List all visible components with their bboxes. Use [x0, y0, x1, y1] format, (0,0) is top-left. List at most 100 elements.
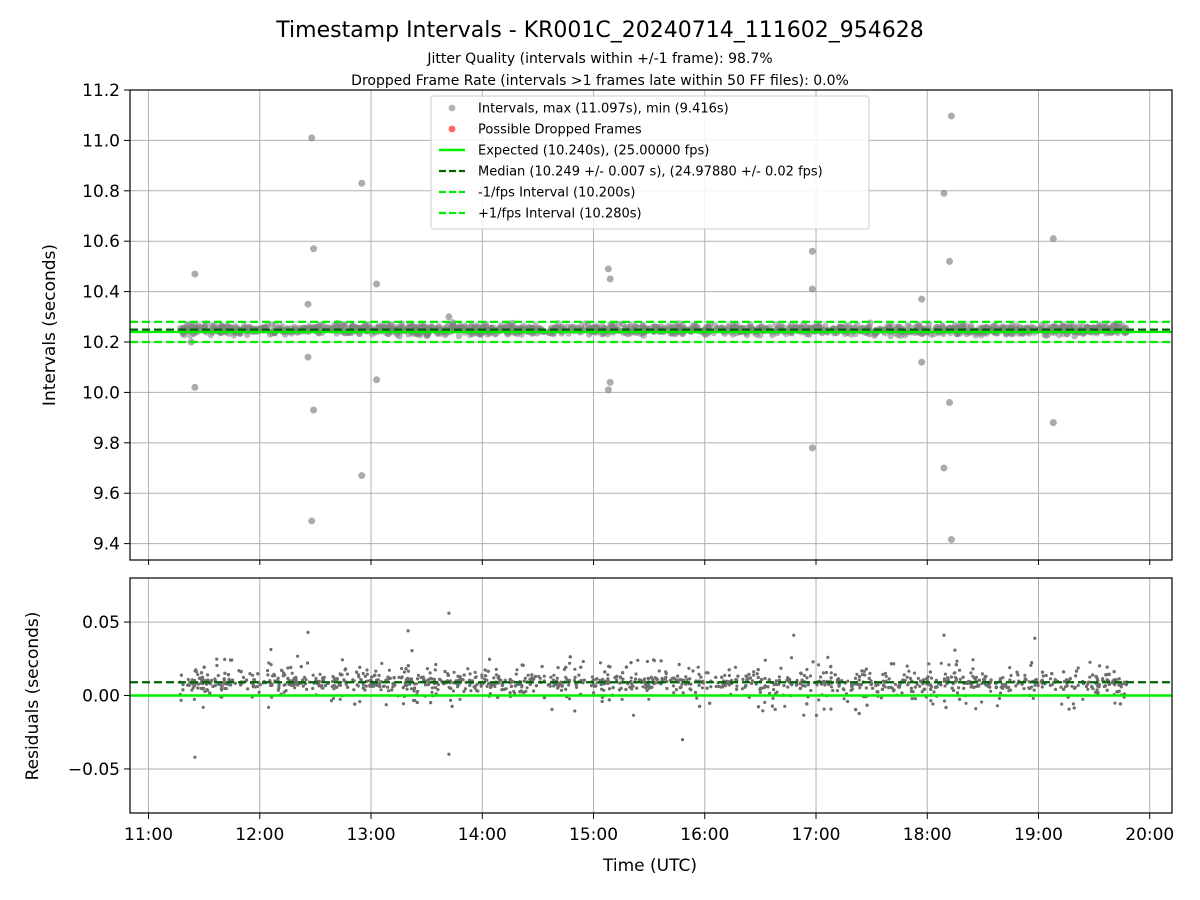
residual-point [928, 683, 932, 687]
residual-point [879, 696, 884, 700]
residual-point [857, 678, 861, 682]
residual-point [363, 674, 367, 678]
residual-point [752, 673, 756, 677]
residual-point [897, 685, 901, 689]
interval-outlier-point [808, 444, 816, 452]
residual-point [197, 676, 201, 681]
residual-point [635, 686, 639, 690]
residual-point [961, 675, 965, 679]
residual-point [209, 678, 213, 683]
residual-point [1029, 685, 1034, 689]
residual-point [257, 690, 261, 694]
intervals-y-tick-label: 10.8 [82, 182, 120, 202]
residual-point [652, 659, 657, 663]
residual-point [410, 649, 414, 653]
residual-point [386, 675, 390, 679]
residual-point [704, 671, 708, 675]
residual-point [542, 696, 547, 700]
residual-point [230, 658, 234, 662]
residual-point [944, 705, 948, 710]
residual-point [296, 654, 300, 658]
residual-point [386, 689, 391, 693]
residual-point [949, 675, 954, 679]
residual-point [199, 686, 203, 691]
residual-point [958, 677, 962, 682]
residual-point [1072, 686, 1076, 690]
residual-point [179, 698, 183, 703]
residual-point [251, 673, 255, 677]
residual-point [573, 667, 577, 671]
residual-point [365, 672, 369, 676]
residual-point [1032, 688, 1036, 692]
residual-point [422, 677, 426, 681]
residual-point [772, 688, 776, 692]
residual-point [835, 689, 840, 693]
residual-point [995, 704, 1000, 708]
residual-point [520, 690, 524, 694]
residual-point [950, 686, 954, 690]
interval-outlier-point [947, 536, 955, 544]
residual-point [449, 686, 453, 691]
residual-point [744, 684, 748, 688]
residual-point [468, 672, 472, 676]
residual-point [969, 671, 973, 675]
residual-point [1040, 685, 1044, 689]
residual-point [853, 676, 858, 680]
residual-point [353, 702, 357, 706]
residual-point [675, 678, 679, 682]
residual-point [199, 671, 204, 675]
interval-point [608, 322, 615, 329]
residual-point [520, 683, 524, 687]
residual-point [1062, 670, 1066, 674]
residual-point [829, 665, 833, 669]
interval-point [1000, 324, 1008, 331]
residual-point [786, 685, 790, 689]
residual-point [358, 700, 362, 704]
residual-point [1117, 677, 1121, 681]
x-tick-label: 17:00 [792, 825, 841, 845]
residual-point [659, 659, 663, 663]
residual-point [606, 673, 610, 677]
residual-outlier-point [306, 630, 310, 634]
interval-outlier-point [940, 189, 948, 197]
residual-point [1095, 688, 1099, 692]
intervals-y-tick-label: 9.4 [93, 535, 120, 555]
residual-point [361, 683, 365, 687]
residual-point [190, 688, 194, 692]
residual-point [1053, 687, 1058, 692]
residual-point [691, 669, 695, 673]
residual-point [405, 683, 409, 687]
interval-outlier-point [373, 280, 381, 288]
residual-point [911, 690, 915, 694]
residual-point [747, 672, 751, 677]
residual-point [301, 684, 305, 688]
residual-point [607, 698, 611, 702]
interval-outlier-point [808, 247, 816, 255]
residual-point [463, 687, 467, 691]
residual-point [556, 684, 561, 688]
residual-outlier-point [1033, 636, 1037, 640]
residual-point [910, 697, 914, 701]
residual-point [402, 670, 406, 674]
residual-point [698, 704, 702, 709]
x-tick-label: 16:00 [680, 825, 729, 845]
residual-point [592, 682, 596, 686]
interval-outlier-point [191, 383, 199, 391]
residual-point [456, 682, 460, 687]
residual-point [525, 686, 529, 690]
residual-point [1033, 683, 1037, 687]
residual-point [530, 673, 534, 677]
residual-point [216, 673, 220, 678]
residual-point [1086, 680, 1090, 684]
residual-point [213, 678, 217, 682]
interval-outlier-point [358, 179, 366, 187]
residual-point [631, 684, 635, 688]
residuals-y-tick-label: −0.05 [68, 760, 120, 780]
residual-point [283, 683, 287, 687]
residual-point [428, 671, 432, 675]
residual-point [201, 675, 205, 679]
residual-point [208, 691, 212, 695]
residual-point [550, 707, 554, 712]
residual-point [600, 699, 604, 704]
